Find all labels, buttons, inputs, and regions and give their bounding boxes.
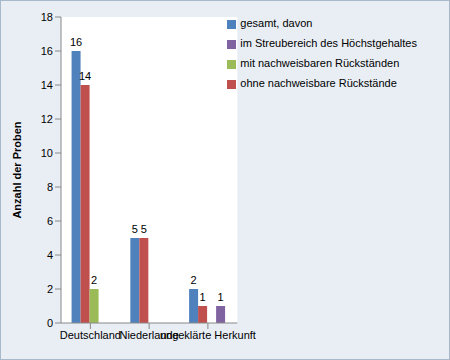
svg-text:2: 2 [91, 274, 97, 286]
svg-text:14: 14 [41, 79, 53, 91]
html-text:gesamt, davon: gesamt, davon [240, 17, 313, 29]
svg-text:6: 6 [47, 215, 53, 227]
svg-text:18: 18 [41, 11, 53, 23]
html-text:im Streubereich des Höchstgeha: im Streubereich des Höchstgehaltes [240, 37, 417, 49]
svg-text:10: 10 [41, 147, 53, 159]
svg-text:4: 4 [47, 249, 53, 261]
svg-text:0: 0 [47, 317, 53, 329]
svg-text:Niederlande: Niederlande [119, 328, 179, 341]
svg-text:1: 1 [200, 291, 206, 303]
svg-text:5: 5 [141, 223, 147, 235]
svg-text:Deutschland: Deutschland [60, 329, 121, 341]
svg-text:12: 12 [41, 113, 53, 125]
svg-text:2: 2 [47, 283, 53, 295]
svg-text:Anzahl der Proben: Anzahl der Proben [11, 121, 23, 218]
svg-text:16: 16 [41, 45, 53, 57]
svg-text:1: 1 [218, 291, 224, 303]
html-text:ohne nachweisbare Rückstände: ohne nachweisbare Rückstände [240, 77, 397, 89]
svg-text:ungeklärte Herkunft: ungeklärte Herkunft [160, 329, 256, 341]
svg-text:5: 5 [132, 223, 138, 235]
svg-text:8: 8 [47, 181, 53, 193]
svg-text:16: 16 [70, 36, 82, 48]
html-text:mit nachweisbaren Rückständen: mit nachweisbaren Rückständen [240, 57, 400, 69]
svg-text:14: 14 [79, 70, 91, 82]
svg-text:2: 2 [191, 274, 197, 286]
